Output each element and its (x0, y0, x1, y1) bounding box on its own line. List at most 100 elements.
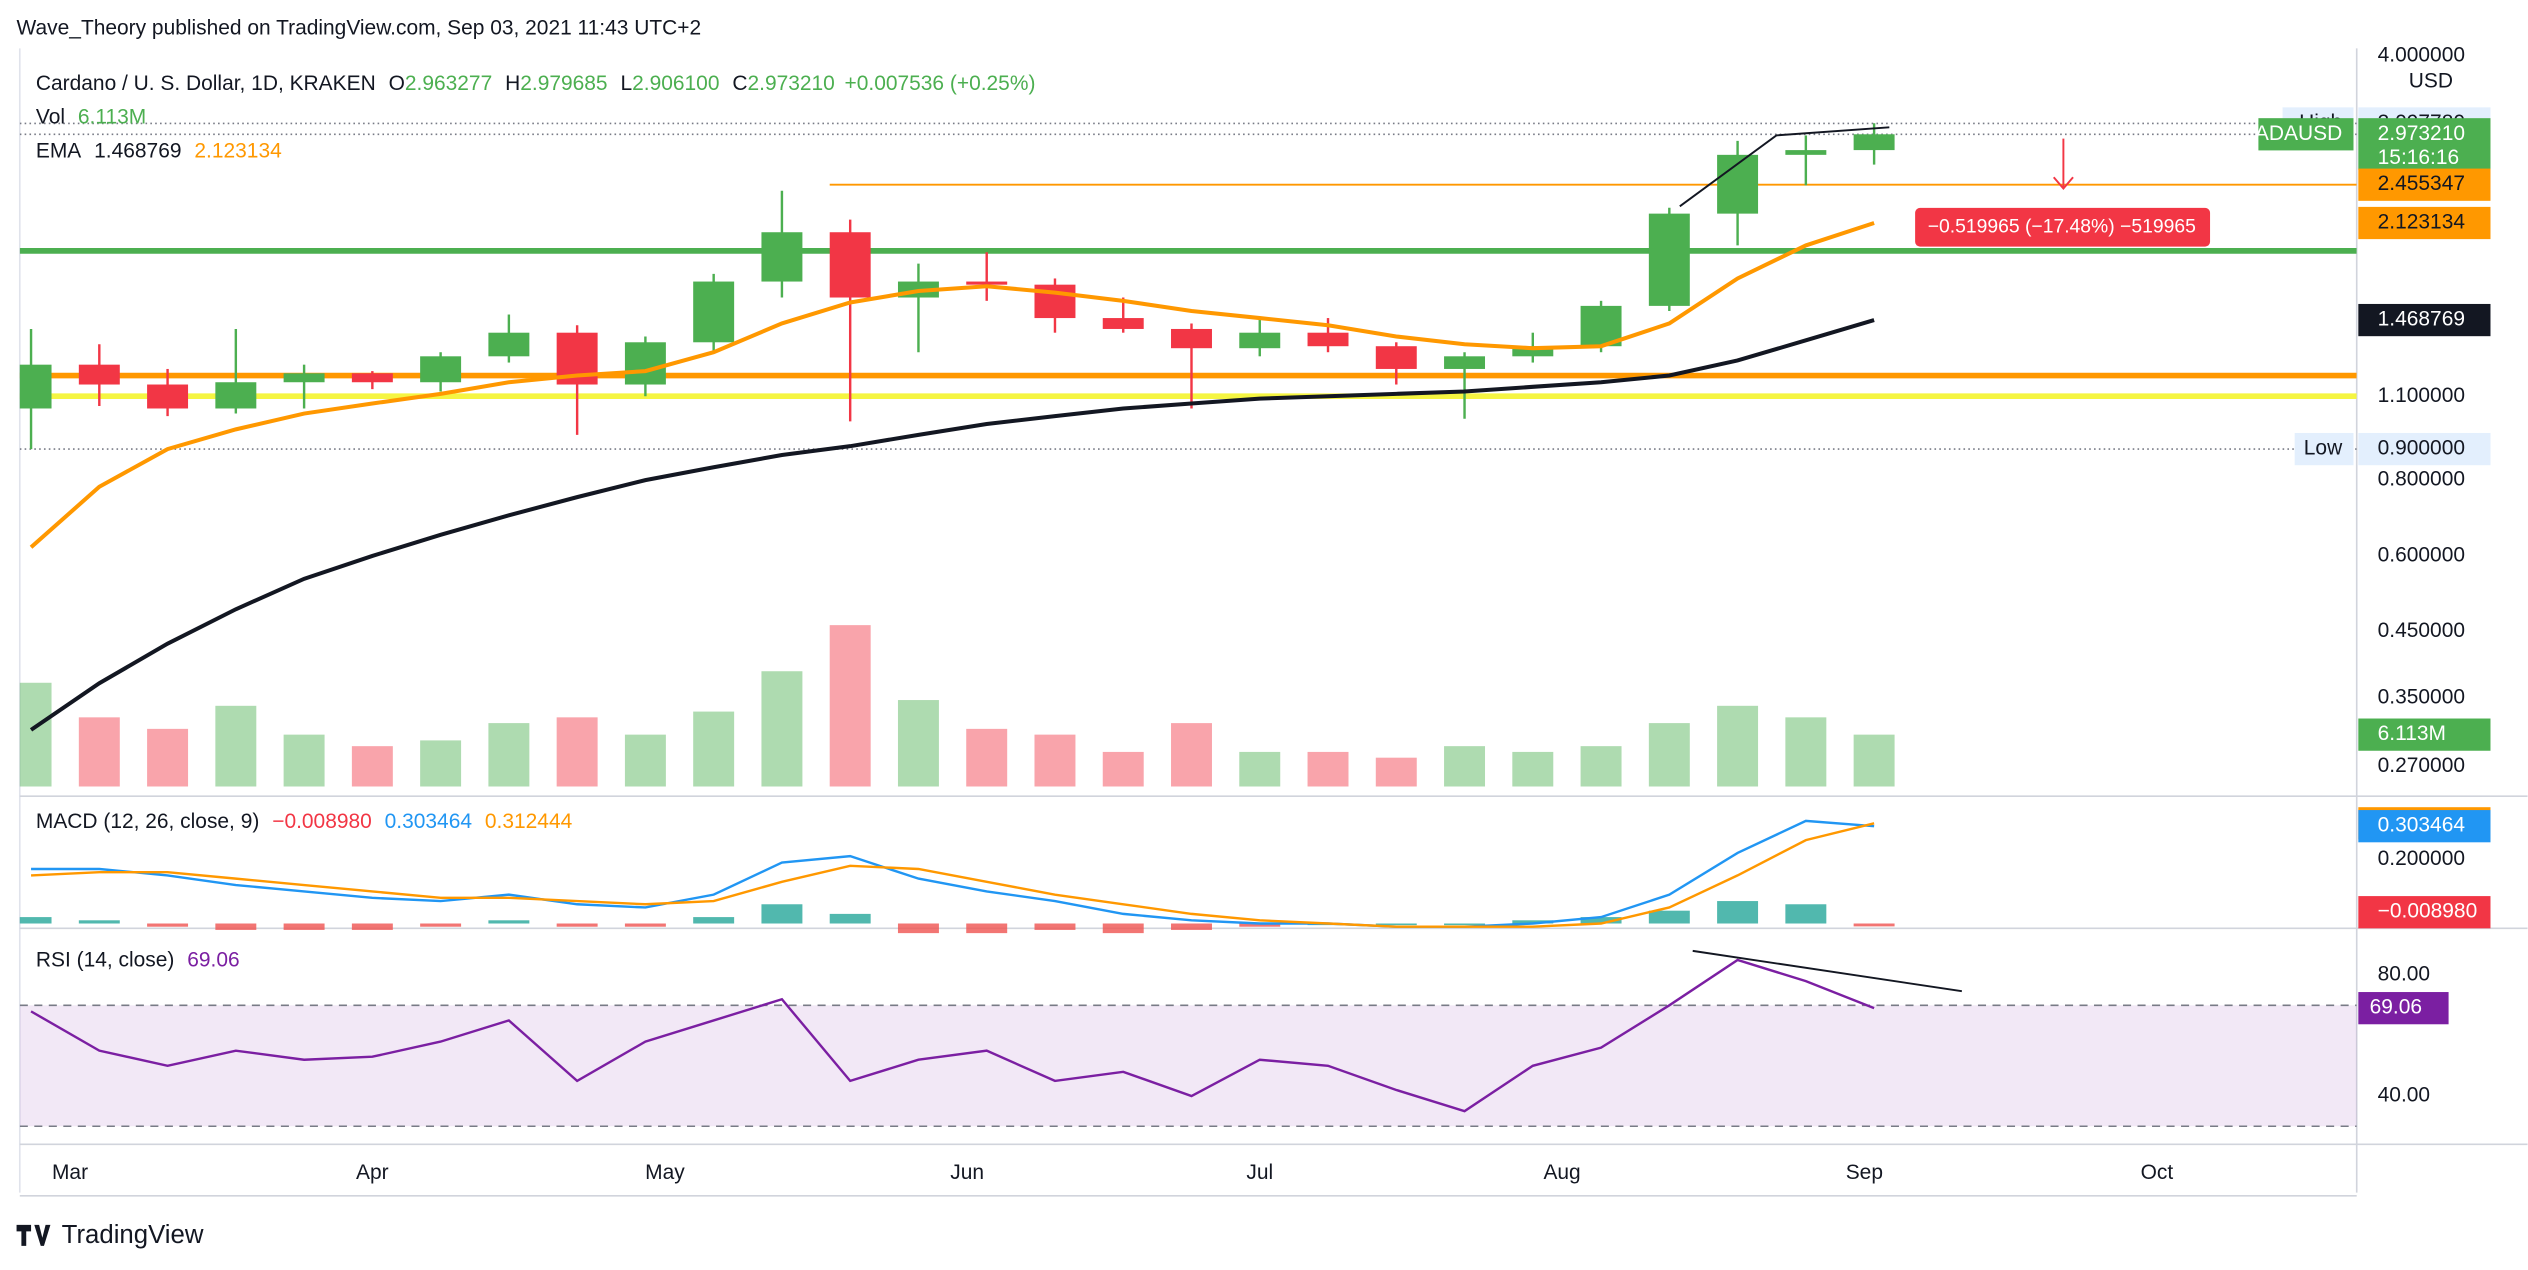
volume-bar (147, 728, 189, 787)
macd-histogram (1717, 901, 1759, 924)
macd-histogram (283, 923, 325, 930)
y-tick-label: 1.100000 (2378, 384, 2465, 407)
macd-tag-label: 0.303464 (2378, 814, 2466, 837)
candle-body (829, 232, 871, 298)
macd-histogram (1512, 920, 1554, 924)
measure-arrow-head (2052, 176, 2074, 191)
candle-body (420, 356, 462, 383)
vol-label: Vol (36, 105, 65, 128)
candle-body (1375, 346, 1417, 369)
y-tick-label: 0.270000 (2378, 754, 2465, 777)
volume-bar (1239, 751, 1281, 787)
volume-bar (488, 723, 530, 787)
published: Wave_Theory published on TradingView.com… (17, 17, 702, 40)
macd-histogram (1444, 923, 1486, 926)
volume-bar (78, 717, 120, 787)
price-tag-label: 2.973210 (2378, 122, 2465, 145)
candle-body (693, 281, 735, 343)
candle-body (78, 364, 120, 385)
rsi-legend: RSI (14, close) 69.06 (36, 948, 240, 971)
ohlc-label: L (620, 71, 632, 94)
rsi-tag-label: 69.06 (2370, 996, 2422, 1019)
symbol: Cardano / U. S. Dollar, 1D, KRAKEN (36, 71, 376, 94)
macd-histogram (1648, 910, 1690, 924)
candle-body (1171, 328, 1212, 349)
macd-tag (2358, 810, 2491, 843)
volume-bar (693, 711, 735, 787)
rsi-tick-label: 80.00 (2378, 963, 2430, 986)
legend: Cardano / U. S. Dollar, 1D, KRAKEN O2.963… (36, 71, 1036, 94)
ohlc-label: C (732, 71, 747, 94)
ema-value: 1.468769 (94, 139, 181, 162)
macd-histogram (829, 913, 871, 924)
rsi-line (30, 958, 1875, 1113)
macd-histogram (761, 904, 803, 924)
x-tick-label: May (645, 1161, 685, 1184)
candle-body (1853, 134, 1895, 151)
volume-bar (556, 717, 598, 787)
volume-bar (1512, 751, 1554, 787)
candle-body (1648, 213, 1690, 306)
macd-histogram (1102, 923, 1144, 934)
ema-legend: EMA 1.468769 2.123134 (36, 139, 282, 162)
candle-body (283, 373, 325, 383)
plot-area (19, 122, 2357, 1128)
candle-body (761, 232, 803, 282)
macd-histogram (693, 917, 735, 924)
measure-label: −0.519965 (−17.48%) −519965 (1928, 215, 2196, 237)
logo-icon (16, 1224, 51, 1246)
macd-tag-label: −0.008980 (2378, 900, 2478, 923)
macd-title: MACD (12, 26, close, 9) (36, 809, 259, 832)
x-tick-label: Jul (1246, 1161, 1273, 1184)
rsi-tick-label: 40.00 (2378, 1084, 2430, 1107)
ohlc-value: 2.979685 (520, 71, 607, 94)
macd-value: −0.008980 (272, 809, 372, 832)
volume-bar (1785, 717, 1827, 787)
volume-bar (19, 682, 52, 787)
volume-bar (897, 700, 939, 787)
measure-box (1915, 207, 2211, 247)
macd-histogram (897, 923, 939, 934)
y-tick-label: 0.600000 (2378, 543, 2465, 566)
volume-bar (829, 625, 871, 787)
candle-body (1512, 346, 1554, 357)
macd-value: 0.303464 (385, 809, 473, 832)
macd-histogram (624, 923, 666, 927)
volume-bar (1580, 746, 1622, 787)
macd-histogram (1375, 923, 1417, 926)
macd-histogram (147, 923, 189, 927)
y-tick-label: 4.000000 (2378, 44, 2465, 67)
price-tag (2358, 432, 2491, 466)
price-tag (2358, 303, 2491, 337)
volume-bar (1375, 757, 1417, 787)
ema-label: EMA (36, 139, 81, 162)
macd-histogram (19, 917, 52, 924)
volume-bar (1853, 734, 1895, 787)
volume-tag-label: 6.113M (2378, 722, 2446, 745)
macd-histogram (1239, 923, 1281, 927)
rsi-value: 69.06 (187, 948, 239, 971)
tag-name: ADAUSD (2255, 122, 2342, 145)
candle-body (966, 281, 1008, 285)
volume-bar (1102, 751, 1144, 787)
rsi-title: RSI (14, close) (36, 948, 174, 971)
macd-histogram (1034, 923, 1076, 930)
volume-legend: Vol 6.113M (36, 105, 146, 128)
volume-bar (1171, 723, 1212, 787)
x-tick-label: Oct (2141, 1161, 2174, 1184)
volume-bar (351, 746, 393, 787)
candle-body (351, 373, 393, 383)
macd-legend: MACD (12, 26, close, 9) −0.008980 0.303464… (36, 809, 573, 832)
price-tag (2358, 206, 2491, 240)
ohlc-value: 2.963277 (405, 71, 492, 94)
candle-body (1580, 305, 1622, 347)
candle-body (1102, 318, 1144, 329)
brand: TradingView (62, 1221, 204, 1249)
y-tick-label: 0.450000 (2378, 619, 2465, 642)
macd-histogram (215, 923, 257, 930)
volume-bar (420, 740, 462, 787)
macd-histogram (351, 923, 393, 930)
macd-histogram (1785, 904, 1827, 924)
ema-line (29, 221, 1875, 549)
